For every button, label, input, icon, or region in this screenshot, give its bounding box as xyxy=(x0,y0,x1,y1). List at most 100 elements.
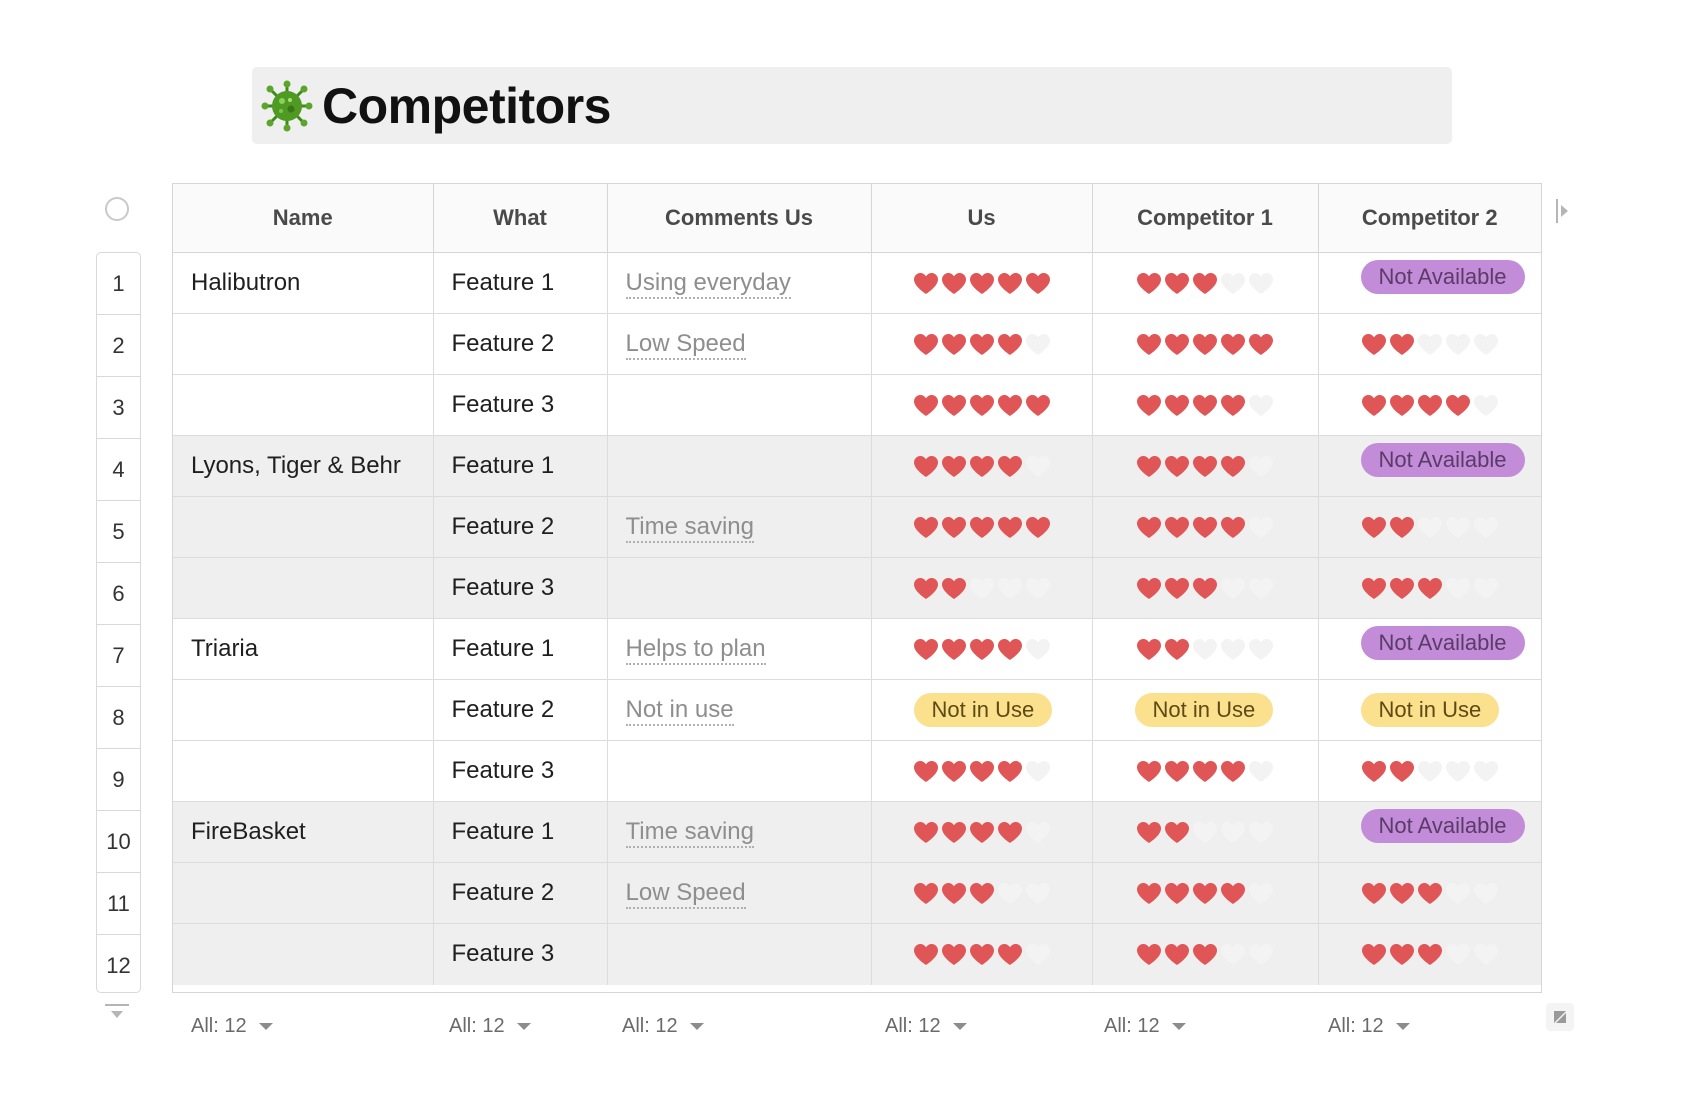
row-number[interactable]: 9 xyxy=(97,749,140,811)
cell-comment[interactable] xyxy=(607,435,872,497)
heart-filled-icon[interactable] xyxy=(1136,272,1162,296)
heart-filled-icon[interactable] xyxy=(1025,394,1051,418)
row-number[interactable]: 2 xyxy=(97,315,140,377)
heart-empty-icon[interactable] xyxy=(969,577,995,601)
heart-filled-icon[interactable] xyxy=(1136,455,1162,479)
expand-columns-icon[interactable] xyxy=(1555,198,1569,224)
heart-filled-icon[interactable] xyxy=(1220,882,1246,906)
heart-empty-icon[interactable] xyxy=(1417,516,1443,540)
heart-rating[interactable] xyxy=(1361,760,1499,784)
heart-filled-icon[interactable] xyxy=(941,821,967,845)
cell-what[interactable]: Feature 3 xyxy=(433,923,608,985)
cell-comment[interactable]: Not in use xyxy=(607,679,872,741)
row-number[interactable]: 7 xyxy=(97,625,140,687)
cell-us[interactable]: Not in Use xyxy=(871,679,1093,741)
cell-us[interactable] xyxy=(871,435,1093,497)
chevron-down-icon[interactable] xyxy=(952,1023,967,1030)
cell-competitor-1[interactable] xyxy=(1092,496,1319,558)
cell-comment[interactable]: Low Speed xyxy=(607,313,872,375)
heart-filled-icon[interactable] xyxy=(1164,760,1190,784)
heart-empty-icon[interactable] xyxy=(1473,882,1499,906)
heart-filled-icon[interactable] xyxy=(1389,394,1415,418)
cell-name[interactable] xyxy=(173,862,434,924)
heart-filled-icon[interactable] xyxy=(1136,333,1162,357)
heart-filled-icon[interactable] xyxy=(913,821,939,845)
cell-what[interactable]: Feature 2 xyxy=(433,496,608,558)
heart-filled-icon[interactable] xyxy=(1164,943,1190,967)
cell-what[interactable]: Feature 2 xyxy=(433,862,608,924)
column-summary[interactable]: All: 12 xyxy=(1328,1015,1410,1038)
heart-filled-icon[interactable] xyxy=(913,394,939,418)
heart-filled-icon[interactable] xyxy=(1136,638,1162,662)
heart-filled-icon[interactable] xyxy=(941,943,967,967)
comment-link[interactable]: Time saving xyxy=(625,818,754,848)
heart-empty-icon[interactable] xyxy=(1248,821,1274,845)
heart-empty-icon[interactable] xyxy=(1473,760,1499,784)
heart-filled-icon[interactable] xyxy=(941,394,967,418)
cell-what[interactable]: Feature 1 xyxy=(433,435,608,497)
heart-rating[interactable] xyxy=(913,638,1051,662)
heart-filled-icon[interactable] xyxy=(969,882,995,906)
chevron-down-icon[interactable] xyxy=(689,1023,704,1030)
heart-filled-icon[interactable] xyxy=(1136,943,1162,967)
column-summary[interactable]: All: 12 xyxy=(622,1015,704,1038)
heart-filled-icon[interactable] xyxy=(969,272,995,296)
heart-rating[interactable] xyxy=(1136,943,1274,967)
heart-empty-icon[interactable] xyxy=(1025,882,1051,906)
heart-empty-icon[interactable] xyxy=(1445,760,1471,784)
heart-empty-icon[interactable] xyxy=(1473,394,1499,418)
cell-name[interactable] xyxy=(173,374,434,436)
heart-filled-icon[interactable] xyxy=(1192,760,1218,784)
heart-filled-icon[interactable] xyxy=(997,943,1023,967)
cell-what[interactable]: Feature 1 xyxy=(433,801,608,863)
heart-rating[interactable] xyxy=(1361,394,1499,418)
cell-what[interactable]: Feature 3 xyxy=(433,557,608,619)
heart-rating[interactable] xyxy=(1136,638,1274,662)
column-header-what[interactable]: What xyxy=(433,184,608,253)
cell-competitor-2[interactable] xyxy=(1318,313,1541,375)
heart-empty-icon[interactable] xyxy=(1025,577,1051,601)
heart-empty-icon[interactable] xyxy=(1220,943,1246,967)
heart-rating[interactable] xyxy=(913,577,1051,601)
heart-rating[interactable] xyxy=(1136,333,1274,357)
heart-rating[interactable] xyxy=(1361,882,1499,906)
cell-competitor-1[interactable] xyxy=(1092,740,1319,802)
heart-empty-icon[interactable] xyxy=(997,577,1023,601)
heart-rating[interactable] xyxy=(913,516,1051,540)
heart-filled-icon[interactable] xyxy=(969,943,995,967)
heart-rating[interactable] xyxy=(1361,333,1499,357)
heart-filled-icon[interactable] xyxy=(1361,516,1387,540)
heart-empty-icon[interactable] xyxy=(1248,943,1274,967)
column-summary[interactable]: All: 12 xyxy=(885,1015,967,1038)
heart-rating[interactable] xyxy=(913,882,1051,906)
resize-table-icon[interactable] xyxy=(1546,1003,1574,1031)
heart-empty-icon[interactable] xyxy=(1220,821,1246,845)
cell-us[interactable] xyxy=(871,740,1093,802)
heart-rating[interactable] xyxy=(1136,394,1274,418)
heart-filled-icon[interactable] xyxy=(969,333,995,357)
heart-rating[interactable] xyxy=(1136,272,1274,296)
heart-filled-icon[interactable] xyxy=(969,821,995,845)
heart-filled-icon[interactable] xyxy=(941,455,967,479)
heart-filled-icon[interactable] xyxy=(913,882,939,906)
heart-filled-icon[interactable] xyxy=(997,455,1023,479)
heart-filled-icon[interactable] xyxy=(1164,394,1190,418)
heart-filled-icon[interactable] xyxy=(1164,333,1190,357)
column-header-comments[interactable]: Comments Us xyxy=(607,184,872,253)
heart-empty-icon[interactable] xyxy=(1248,516,1274,540)
column-summary[interactable]: All: 12 xyxy=(1104,1015,1186,1038)
cell-what[interactable]: Feature 3 xyxy=(433,374,608,436)
chevron-down-icon[interactable] xyxy=(258,1023,273,1030)
heart-filled-icon[interactable] xyxy=(941,272,967,296)
cell-competitor-1[interactable] xyxy=(1092,435,1319,497)
cell-what[interactable]: Feature 3 xyxy=(433,740,608,802)
heart-empty-icon[interactable] xyxy=(997,882,1023,906)
heart-empty-icon[interactable] xyxy=(1220,272,1246,296)
heart-filled-icon[interactable] xyxy=(1220,760,1246,784)
cell-comment[interactable]: Using everyday xyxy=(607,252,872,314)
heart-filled-icon[interactable] xyxy=(1192,272,1218,296)
column-header-competitor-1[interactable]: Competitor 1 xyxy=(1092,184,1319,253)
heart-filled-icon[interactable] xyxy=(1192,882,1218,906)
heart-rating[interactable] xyxy=(913,333,1051,357)
heart-filled-icon[interactable] xyxy=(913,455,939,479)
